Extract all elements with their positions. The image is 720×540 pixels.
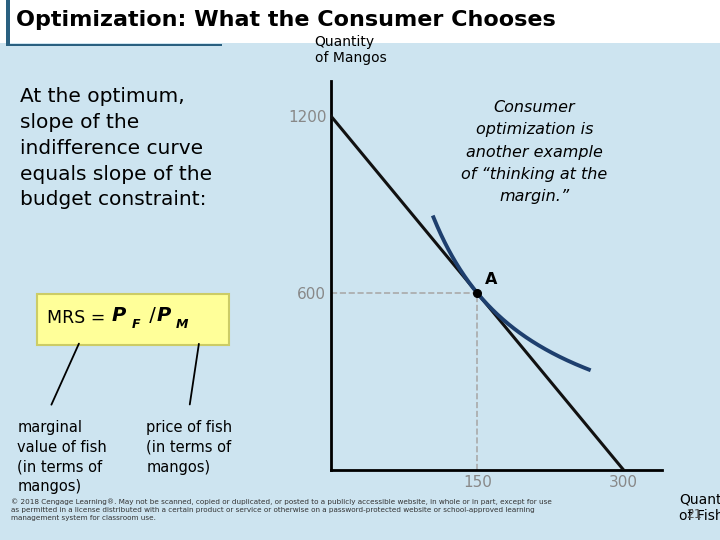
Text: P: P [112, 306, 126, 325]
FancyBboxPatch shape [37, 294, 229, 346]
Text: © 2018 Cengage Learning®. May not be scanned, copied or duplicated, or posted to: © 2018 Cengage Learning®. May not be sca… [11, 499, 552, 521]
Text: At the optimum,
slope of the
indifference curve
equals slope of the
budget const: At the optimum, slope of the indifferenc… [20, 87, 212, 210]
Text: price of fish
(in terms of
mangos): price of fish (in terms of mangos) [146, 420, 233, 475]
Text: /: / [143, 306, 156, 325]
Text: Quantity
of Fish: Quantity of Fish [679, 493, 720, 523]
Text: Optimization: What the Consumer Chooses: Optimization: What the Consumer Chooses [16, 10, 556, 30]
Text: 21: 21 [686, 508, 702, 521]
Text: A: A [485, 272, 498, 287]
Bar [0, 0, 720, 43]
Text: M: M [176, 318, 189, 330]
Text: Quantity
of Mangos: Quantity of Mangos [315, 35, 387, 65]
Text: P: P [156, 306, 171, 325]
Text: marginal
value of fish
(in terms of
mangos): marginal value of fish (in terms of mang… [17, 420, 107, 495]
Bar [6, 44, 222, 46]
Bar [6, 0, 10, 46]
Text: F: F [132, 318, 140, 330]
Text: MRS =: MRS = [47, 309, 111, 327]
Text: Consumer
optimization is
another example
of “thinking at the
margin.”: Consumer optimization is another example… [462, 100, 608, 204]
